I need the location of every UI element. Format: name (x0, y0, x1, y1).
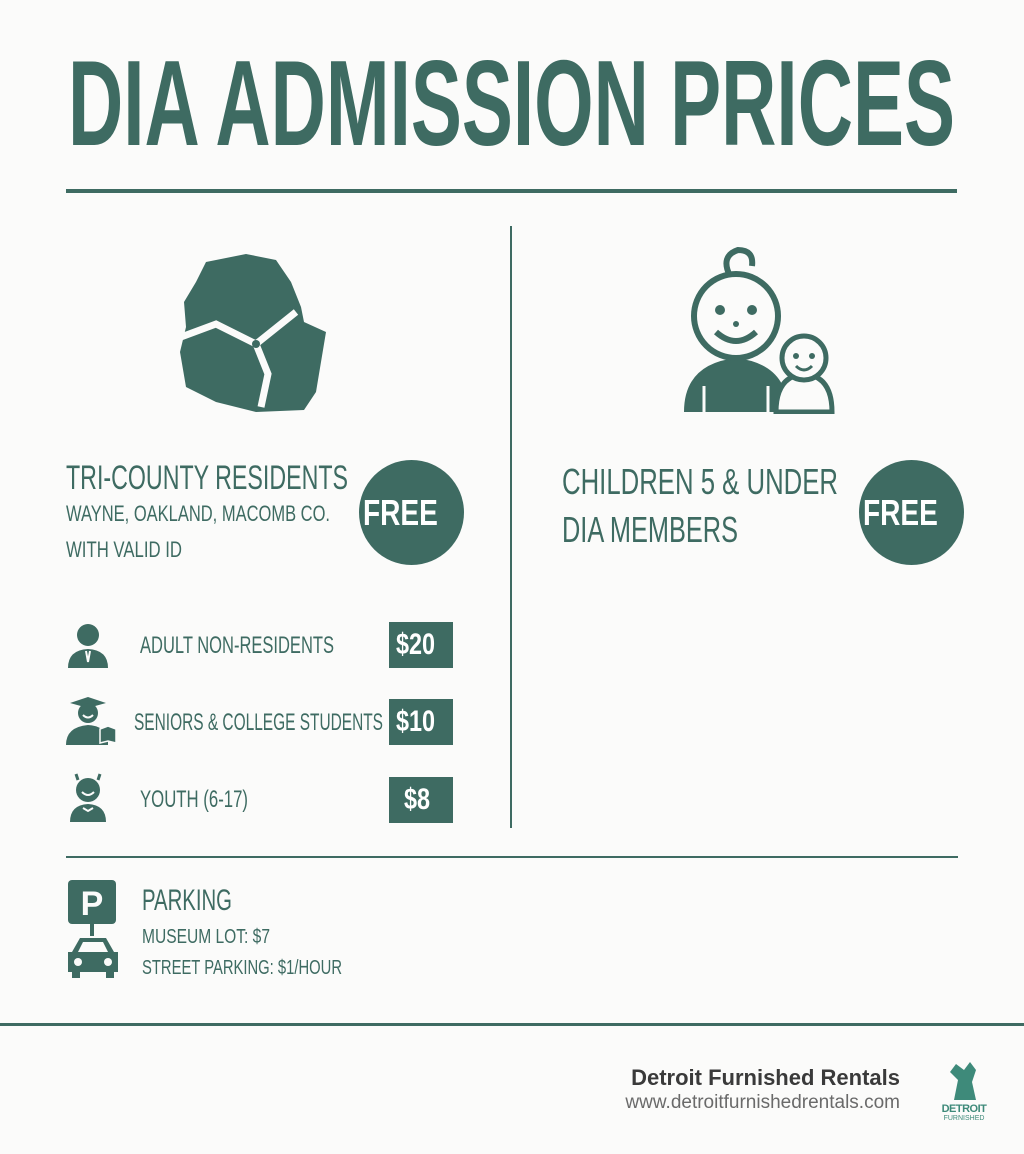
parking-heading: PARKING (142, 884, 232, 917)
tri-county-heading: TRI-COUNTY RESIDENTS (66, 459, 348, 497)
graduate-icon (64, 695, 118, 747)
company-url[interactable]: www.detroitfurnishedrentals.com (625, 1092, 900, 1113)
adult-icon (66, 622, 110, 668)
price-badge: $8 (389, 777, 453, 823)
parking-divider (66, 856, 958, 858)
street-parking-price: STREET PARKING: $1/HOUR (142, 957, 342, 979)
column-divider (510, 226, 512, 828)
children-free-badge: FREE (859, 460, 964, 565)
svg-text:P: P (81, 885, 104, 923)
logo-text: DETROIT (941, 1103, 987, 1115)
price-label: YOUTH (6-17) (140, 786, 248, 813)
tri-county-free-badge: FREE (359, 460, 464, 565)
parking-car-icon: P (66, 880, 120, 980)
footer-divider (0, 1023, 1024, 1026)
price-label: ADULT NON-RESIDENTS (140, 632, 334, 659)
page-title: DIA ADMISSION PRICES (68, 35, 955, 171)
parent-and-baby-icon (680, 246, 840, 414)
tri-county-counties: WAYNE, OAKLAND, MACOMB CO. (66, 501, 330, 526)
youth-icon (66, 772, 110, 822)
price-badge: $20 (389, 622, 453, 668)
company-name: Detroit Furnished Rentals (631, 1065, 900, 1090)
tri-county-id-note: WITH VALID ID (66, 537, 182, 562)
museum-lot-price: MUSEUM LOT: $7 (142, 926, 270, 948)
tri-county-map-icon (176, 252, 332, 412)
company-logo: DETROIT FURNISHED (936, 1060, 992, 1128)
children-label: CHILDREN 5 & UNDER (562, 461, 838, 502)
price-badge: $10 (389, 699, 453, 745)
title-divider (66, 189, 957, 193)
price-label: SENIORS & COLLEGE STUDENTS (134, 709, 383, 736)
members-label: DIA MEMBERS (562, 509, 738, 550)
